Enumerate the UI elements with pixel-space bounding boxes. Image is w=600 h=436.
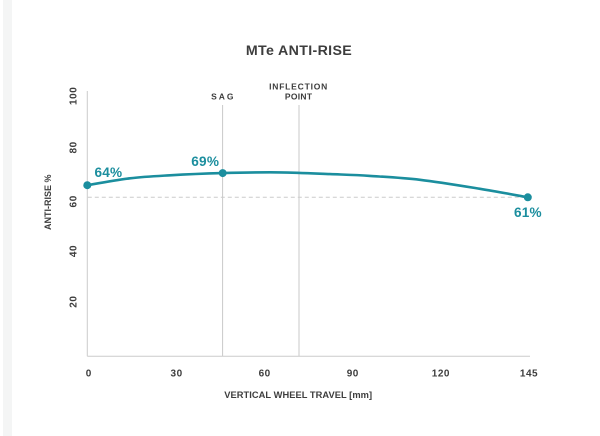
svg-text:SAG: SAG — [211, 92, 235, 102]
svg-text:69%: 69% — [191, 154, 219, 169]
svg-text:80: 80 — [69, 141, 80, 153]
svg-text:64%: 64% — [95, 165, 123, 180]
svg-text:0: 0 — [86, 369, 92, 380]
svg-text:MTe ANTI-RISE: MTe ANTI-RISE — [246, 43, 352, 59]
svg-text:100: 100 — [69, 87, 80, 106]
svg-text:30: 30 — [171, 369, 183, 380]
svg-text:61%: 61% — [514, 205, 542, 220]
svg-text:INFLECTION: INFLECTION — [269, 82, 328, 92]
svg-text:90: 90 — [347, 369, 359, 380]
svg-text:POINT: POINT — [285, 92, 313, 102]
svg-text:VERTICAL WHEEL TRAVEL [mm]: VERTICAL WHEEL TRAVEL [mm] — [224, 390, 372, 400]
svg-text:120: 120 — [432, 369, 450, 380]
svg-text:20: 20 — [69, 295, 80, 307]
svg-text:60: 60 — [69, 195, 80, 207]
svg-text:ANTI-RISE %: ANTI-RISE % — [43, 174, 53, 230]
svg-text:145: 145 — [520, 369, 538, 380]
svg-text:60: 60 — [259, 369, 271, 380]
svg-text:40: 40 — [69, 245, 80, 257]
